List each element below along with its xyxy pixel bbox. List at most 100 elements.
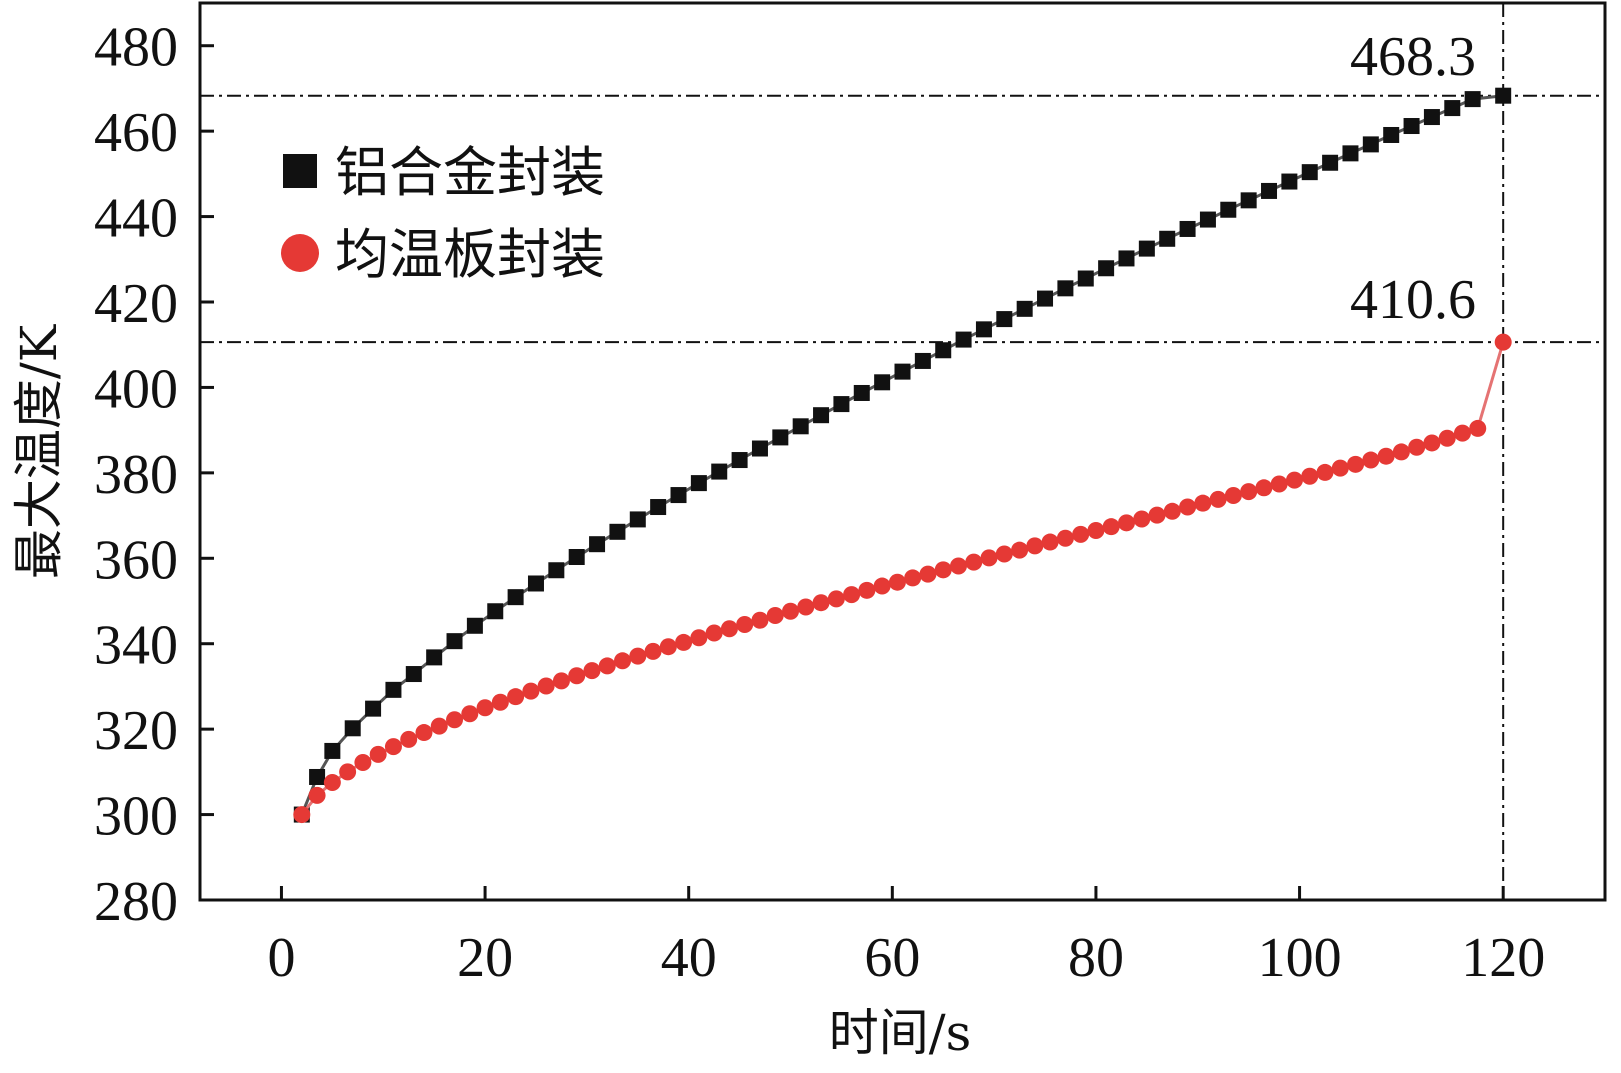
data-point-vapor-chamber [1331, 459, 1349, 477]
data-point-vapor-chamber [705, 624, 723, 642]
data-point-aluminum [1098, 260, 1115, 277]
data-point-vapor-chamber [1270, 475, 1288, 493]
x-tick-label: 120 [1461, 927, 1545, 989]
data-point-aluminum [446, 633, 463, 650]
data-point-aluminum [309, 768, 326, 785]
data-point-aluminum [1281, 173, 1298, 190]
data-point-vapor-chamber [552, 672, 570, 690]
data-point-vapor-chamber [827, 590, 845, 608]
data-point-aluminum [1444, 100, 1461, 117]
data-point-aluminum [589, 536, 606, 553]
y-tick-label: 420 [94, 273, 178, 335]
data-point-vapor-chamber [1041, 533, 1059, 551]
y-tick-label: 380 [94, 444, 178, 506]
data-point-aluminum [792, 418, 809, 435]
data-point-aluminum [690, 475, 707, 492]
data-point-aluminum [975, 321, 992, 338]
data-point-aluminum [914, 352, 931, 369]
data-point-vapor-chamber [949, 557, 967, 575]
data-point-aluminum [1403, 118, 1420, 135]
data-point-vapor-chamber [507, 688, 525, 706]
data-point-aluminum [1261, 182, 1278, 199]
y-tick-label: 440 [94, 188, 178, 250]
data-point-vapor-chamber [1133, 510, 1151, 528]
data-point-aluminum [1495, 87, 1512, 104]
data-point-vapor-chamber [598, 657, 616, 675]
data-point-vapor-chamber [644, 642, 662, 660]
data-point-vapor-chamber [339, 763, 357, 781]
data-point-aluminum [853, 384, 870, 401]
data-point-aluminum [1383, 126, 1400, 143]
data-point-vapor-chamber [293, 806, 311, 824]
data-point-vapor-chamber [1469, 419, 1487, 437]
data-point-vapor-chamber [629, 647, 647, 665]
data-point-aluminum [813, 407, 830, 424]
legend-label-vapor-chamber: 均温板封装 [335, 223, 605, 286]
y-axis-title: 最大温度/K [10, 323, 68, 579]
data-point-aluminum [1057, 280, 1074, 297]
data-point-aluminum [1240, 192, 1257, 209]
data-point-vapor-chamber [430, 717, 448, 735]
data-point-aluminum [1159, 230, 1176, 247]
data-point-vapor-chamber [782, 602, 800, 620]
data-point-vapor-chamber [568, 667, 586, 685]
data-point-aluminum [1423, 109, 1440, 126]
x-tick-label: 0 [267, 927, 295, 989]
data-point-vapor-chamber [537, 677, 555, 695]
data-point-vapor-chamber [461, 705, 479, 723]
data-point-aluminum [955, 331, 972, 348]
data-point-aluminum [1016, 300, 1033, 317]
data-point-vapor-chamber [965, 553, 983, 571]
x-tick-label: 40 [661, 927, 717, 989]
legend: 铝合金封装 均温板封装 [281, 141, 605, 286]
y-tick-label: 340 [94, 615, 178, 677]
data-point-vapor-chamber [1377, 447, 1395, 465]
y-tick-label: 480 [94, 17, 178, 79]
data-point-aluminum [935, 342, 952, 359]
data-point-aluminum [405, 666, 422, 683]
data-point-vapor-chamber [1408, 438, 1426, 456]
data-point-vapor-chamber [1011, 541, 1029, 559]
data-point-vapor-chamber [736, 615, 754, 633]
data-point-vapor-chamber [1362, 451, 1380, 469]
data-point-aluminum [1220, 201, 1237, 218]
data-point-vapor-chamber [1087, 522, 1105, 540]
data-point-vapor-chamber [614, 652, 632, 670]
data-point-vapor-chamber [1392, 443, 1410, 461]
data-point-vapor-chamber [1285, 471, 1303, 489]
data-point-vapor-chamber [1209, 490, 1227, 508]
data-point-aluminum [772, 429, 789, 446]
annotation-max-vapor-chamber: 410.6 [1350, 269, 1476, 331]
data-point-aluminum [1077, 270, 1094, 287]
data-point-vapor-chamber [1255, 479, 1273, 497]
data-point-aluminum [1037, 290, 1054, 307]
data-point-vapor-chamber [1494, 333, 1512, 351]
data-point-vapor-chamber [1179, 498, 1197, 516]
data-point-vapor-chamber [1347, 455, 1365, 473]
data-point-aluminum [629, 511, 646, 528]
data-point-aluminum [894, 363, 911, 380]
data-point-aluminum [344, 720, 361, 737]
data-point-aluminum [527, 575, 544, 592]
data-point-aluminum [385, 681, 402, 698]
y-tick-label: 460 [94, 102, 178, 164]
axis-ticks: 280 300 320 340 360 380 400 420 440 460 480 0 20 40 60… [94, 17, 1545, 989]
y-tick-label: 400 [94, 358, 178, 420]
data-point-vapor-chamber [1423, 434, 1441, 452]
data-point-vapor-chamber [1163, 502, 1181, 520]
data-point-vapor-chamber [751, 611, 769, 629]
data-point-aluminum [1322, 154, 1339, 171]
data-point-aluminum [1464, 91, 1481, 108]
data-point-aluminum [1342, 145, 1359, 162]
data-point-aluminum [751, 440, 768, 457]
annotation-max-aluminum: 468.3 [1350, 26, 1476, 88]
data-point-vapor-chamber [995, 545, 1013, 563]
data-point-vapor-chamber [690, 629, 708, 647]
data-point-aluminum [833, 396, 850, 413]
data-point-vapor-chamber [1438, 429, 1456, 447]
data-point-vapor-chamber [583, 662, 601, 680]
data-point-vapor-chamber [919, 565, 937, 583]
x-tick-label: 100 [1258, 927, 1342, 989]
data-point-aluminum [365, 700, 382, 717]
